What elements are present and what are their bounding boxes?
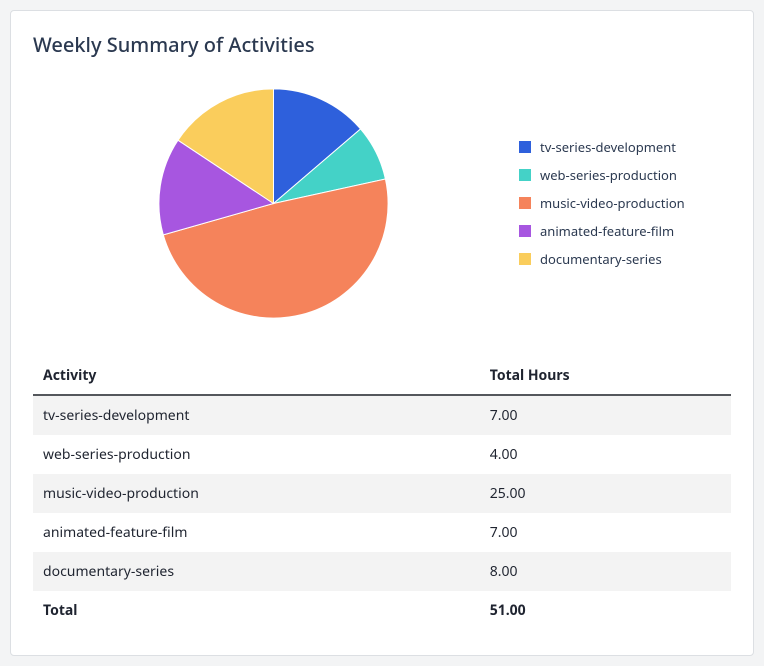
legend-swatch — [519, 197, 531, 209]
table-row: web-series-production4.00 — [33, 435, 731, 474]
cell-activity: tv-series-development — [33, 395, 480, 435]
cell-hours: 7.00 — [480, 513, 731, 552]
pie-chart-container — [33, 68, 513, 338]
cell-total-label: Total — [33, 591, 480, 630]
col-header-activity: Activity — [33, 356, 480, 395]
cell-hours: 8.00 — [480, 552, 731, 591]
activities-table: Activity Total Hours tv-series-developme… — [33, 356, 731, 630]
legend-item[interactable]: animated-feature-film — [519, 222, 731, 240]
legend-label: documentary-series — [540, 250, 662, 268]
cell-activity: documentary-series — [33, 552, 480, 591]
cell-hours: 4.00 — [480, 435, 731, 474]
cell-hours: 7.00 — [480, 395, 731, 435]
cell-total-hours: 51.00 — [480, 591, 731, 630]
pie-chart — [156, 86, 391, 321]
legend-swatch — [519, 253, 531, 265]
cell-activity: animated-feature-film — [33, 513, 480, 552]
legend-swatch — [519, 225, 531, 237]
table-total-row: Total51.00 — [33, 591, 731, 630]
card-title: Weekly Summary of Activities — [33, 31, 731, 58]
table-row: tv-series-development7.00 — [33, 395, 731, 435]
chart-row: tv-series-development web-series-producti… — [33, 68, 731, 338]
legend-item[interactable]: documentary-series — [519, 250, 731, 268]
legend-item[interactable]: web-series-production — [519, 166, 731, 184]
legend-label: animated-feature-film — [540, 222, 674, 240]
table-row: music-video-production25.00 — [33, 474, 731, 513]
cell-hours: 25.00 — [480, 474, 731, 513]
legend-swatch — [519, 141, 531, 153]
legend-label: web-series-production — [540, 166, 677, 184]
legend-label: music-video-production — [540, 194, 685, 212]
chart-legend: tv-series-development web-series-producti… — [513, 138, 731, 268]
legend-label: tv-series-development — [540, 138, 676, 156]
legend-swatch — [519, 169, 531, 181]
cell-activity: music-video-production — [33, 474, 480, 513]
col-header-hours: Total Hours — [480, 356, 731, 395]
table-header-row: Activity Total Hours — [33, 356, 731, 395]
cell-activity: web-series-production — [33, 435, 480, 474]
legend-item[interactable]: music-video-production — [519, 194, 731, 212]
summary-card: Weekly Summary of Activities tv-series-d… — [10, 10, 754, 656]
table-row: animated-feature-film7.00 — [33, 513, 731, 552]
table-row: documentary-series8.00 — [33, 552, 731, 591]
legend-item[interactable]: tv-series-development — [519, 138, 731, 156]
